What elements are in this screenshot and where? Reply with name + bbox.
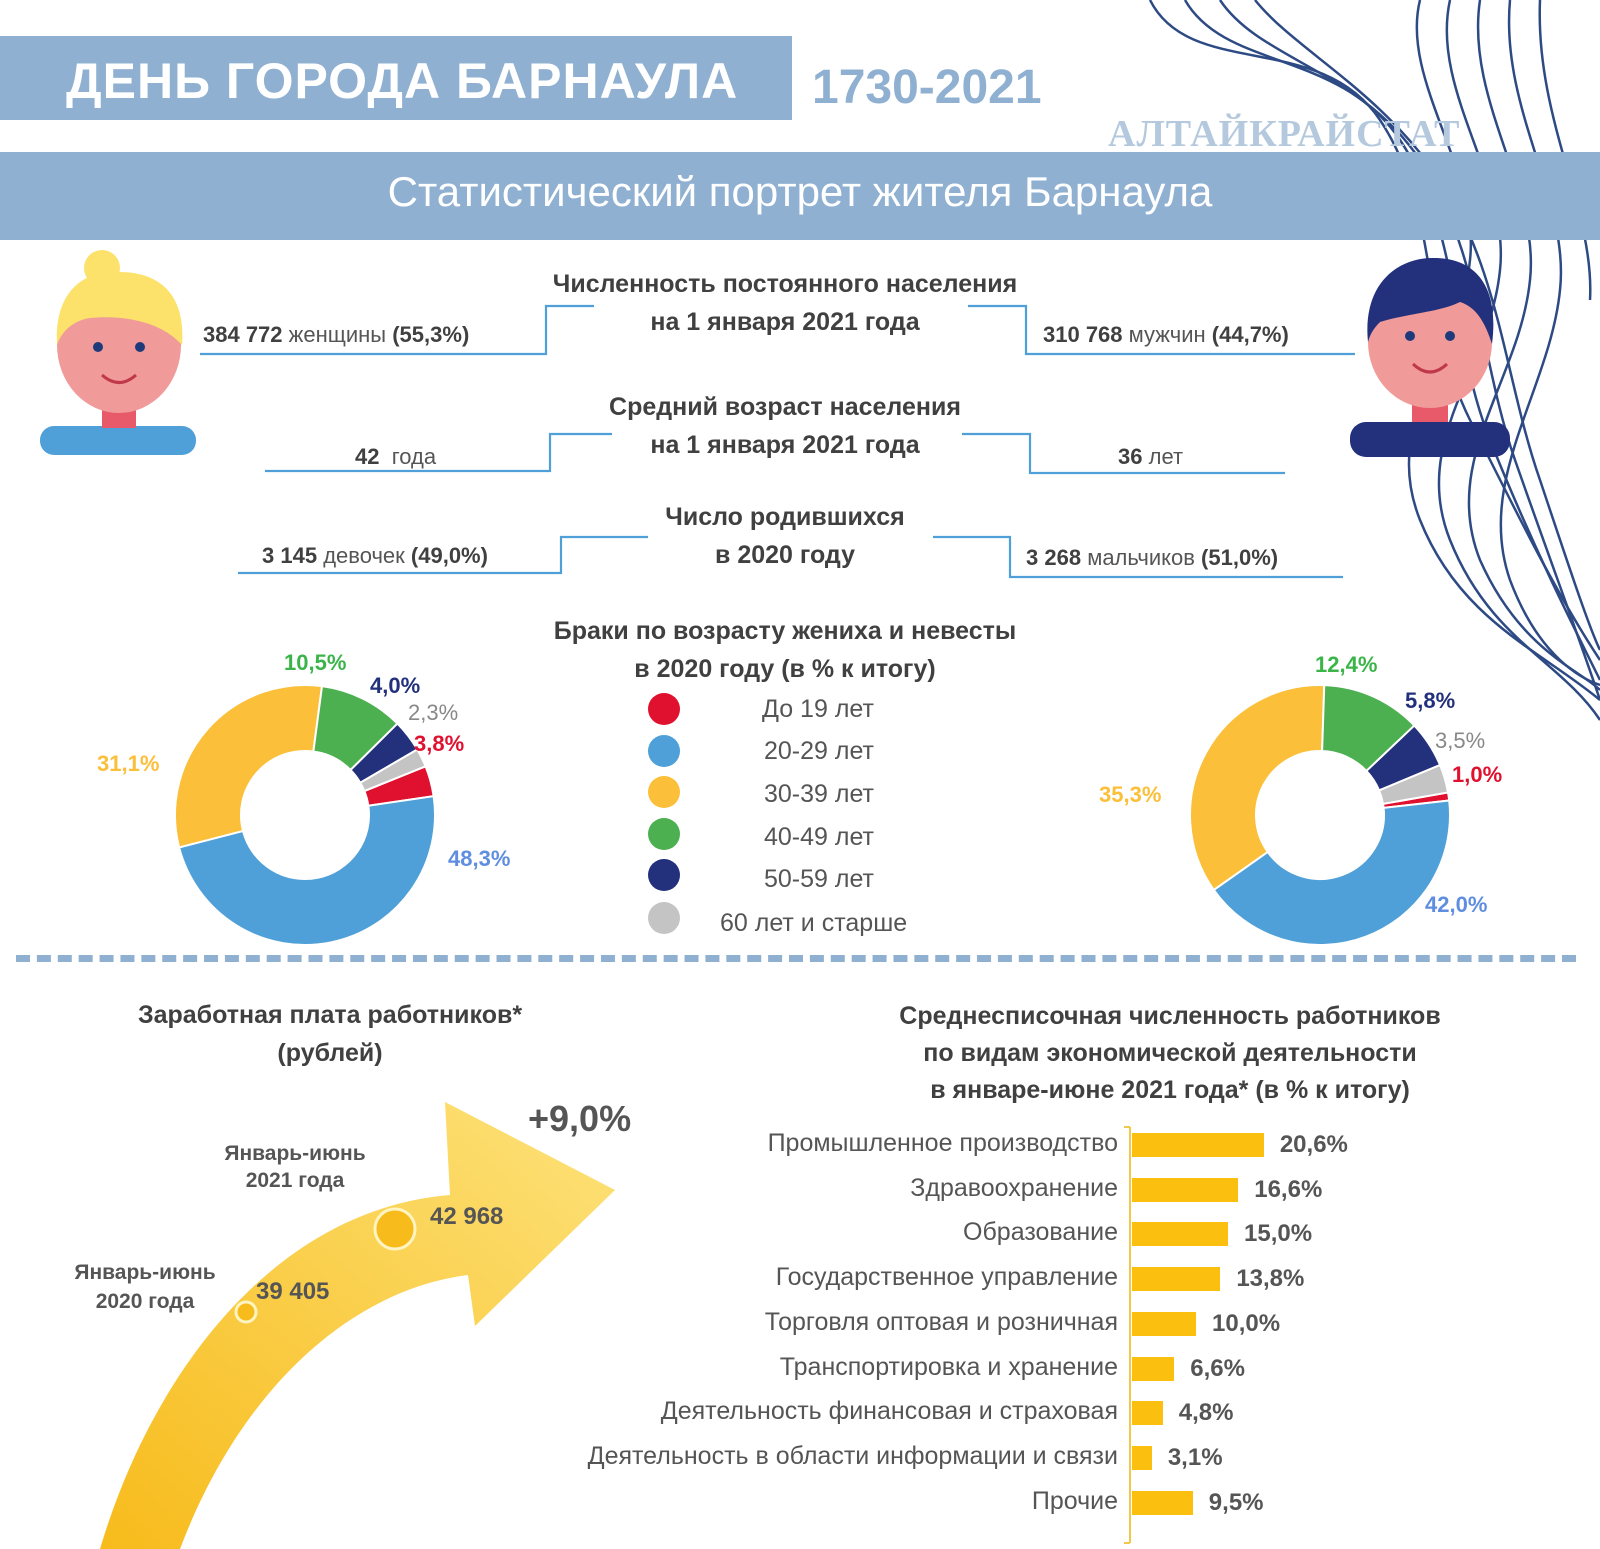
man-avatar-icon	[1350, 257, 1510, 457]
bar-category-label: Прочие	[1031, 1486, 1118, 1515]
connector-lines	[200, 304, 1355, 579]
title-banner	[0, 36, 792, 120]
bride-age-donut	[174, 684, 436, 946]
page-subtitle: Статистический портрет жителя Барнаула	[387, 168, 1213, 215]
legend-dot-under-19	[648, 693, 680, 725]
subtitle-banner	[0, 152, 1600, 240]
bride-label-40-49: 10,5%	[284, 650, 347, 675]
org-name: АЛТАЙКРАЙСТАТ	[1108, 113, 1461, 155]
bride-slice-2	[174, 684, 324, 849]
bar-value-label: 20,6%	[1279, 1131, 1348, 1158]
bride-label-under-19: 3,8%	[414, 731, 465, 756]
legend-dot-20-29	[648, 735, 680, 767]
bar-category-label: Транспортировка и хранение	[779, 1352, 1118, 1381]
bar-value-label: 6,6%	[1190, 1354, 1245, 1382]
women-population: 384 772 женщины (55,3%)	[203, 322, 470, 347]
bar	[1132, 1177, 1239, 1202]
bar-category-label: Деятельность финансовая и страховая	[660, 1397, 1118, 1426]
legend-dot-40-49	[648, 818, 680, 850]
bar	[1132, 1311, 1196, 1336]
wage-2021-label: Январь-июнь 2021 года	[224, 1142, 366, 1192]
groom-label-under-19: 1,0%	[1452, 762, 1503, 787]
bar-value-label: 10,0%	[1212, 1309, 1281, 1337]
wage-growth-value: +9,0%	[528, 1098, 632, 1139]
legend-dot-50-59	[648, 859, 680, 891]
wage-growth-arrow-icon	[100, 1102, 615, 1549]
bar	[1132, 1133, 1264, 1157]
bride-slice-5	[358, 748, 427, 793]
bar	[1132, 1222, 1228, 1247]
bar-value-label: 13,8%	[1236, 1265, 1305, 1293]
marriages-heading: Браки по возрасту жениха и невесты в 202…	[553, 617, 1017, 683]
bride-label-20-29: 48,3%	[448, 846, 511, 871]
bar	[1132, 1401, 1163, 1426]
boys-births: 3 268 мальчиков (51,0%)	[1026, 545, 1279, 570]
men-population: 310 768 мужчин (44,7%)	[1043, 322, 1289, 347]
wages-heading: Заработная плата работников* (рублей)	[137, 1001, 523, 1067]
legend-dot-60-plus	[648, 902, 680, 934]
bar-category-label: Торговля оптовая и розничная	[764, 1307, 1118, 1336]
legend-label-50-59: 50-59 лет	[764, 865, 874, 893]
groom-age-donut	[1189, 684, 1451, 946]
woman-avatar-icon	[40, 250, 196, 455]
section-divider	[16, 955, 1576, 962]
bar-category-label: Промышленное производство	[767, 1129, 1118, 1157]
bride-label-60-plus: 2,3%	[408, 700, 459, 725]
bar-value-label: 15,0%	[1244, 1220, 1313, 1248]
groom-label-60-plus: 3,5%	[1435, 728, 1486, 753]
bar	[1132, 1490, 1193, 1515]
bar-chart-axis	[1124, 1126, 1131, 1544]
groom-slice-2	[1189, 684, 1326, 892]
bar-category-label: Государственное управление	[775, 1263, 1118, 1292]
bar-value-label: 9,5%	[1208, 1488, 1264, 1516]
bride-slice-1	[177, 795, 436, 946]
bride-label-50-59: 4,0%	[370, 673, 421, 698]
bar	[1132, 1356, 1175, 1381]
legend-label-60-plus: 60 лет и старше	[720, 909, 908, 937]
bar-category-label: Деятельность в области информации и связ…	[587, 1441, 1118, 1470]
groom-slice-1	[1212, 799, 1451, 946]
groom-slice-5	[1377, 763, 1450, 806]
legend-label-20-29: 20-29 лет	[764, 737, 874, 765]
bar-value-label: 4,8%	[1178, 1399, 1234, 1427]
bar-category-label: Образование	[963, 1218, 1118, 1247]
legend-label-under-19: До 19 лет	[762, 695, 874, 723]
women-age: 42 года	[355, 444, 437, 469]
wage-2020-label: Январь-июнь 2020 года	[74, 1261, 216, 1313]
girls-births: 3 145 девочек (49,0%)	[262, 543, 488, 568]
wage-2021-value: 42 968	[430, 1203, 504, 1230]
legend-label-40-49: 40-49 лет	[764, 823, 874, 851]
bar	[1132, 1445, 1152, 1470]
bar-value-label: 3,1%	[1167, 1443, 1223, 1471]
age-heading: Средний возраст населения на 1 января 20…	[609, 393, 961, 459]
wage-2020-value: 39 405	[256, 1278, 330, 1305]
groom-label-30-39: 35,3%	[1099, 782, 1162, 807]
bar	[1132, 1267, 1221, 1292]
groom-label-40-49: 12,4%	[1315, 652, 1378, 677]
legend-label-30-39: 30-39 лет	[764, 780, 874, 808]
births-heading: Число родившихся в 2020 году	[665, 503, 905, 569]
groom-label-20-29: 42,0%	[1425, 892, 1488, 917]
bar-category-label: Здравоохранение	[910, 1173, 1118, 1202]
page-title: ДЕНЬ ГОРОДА БАРНАУЛА	[66, 53, 739, 109]
bar-value-label: 16,6%	[1254, 1175, 1323, 1203]
employment-heading: Среднесписочная численность работников п…	[899, 1002, 1441, 1104]
years-label: 1730-2021	[812, 61, 1042, 114]
men-age: 36 лет	[1118, 444, 1184, 469]
bride-label-30-39: 31,1%	[97, 751, 160, 776]
population-heading: Численность постоянного населения на 1 я…	[552, 270, 1018, 336]
groom-label-50-59: 5,8%	[1405, 688, 1456, 713]
legend-dot-30-39	[648, 776, 680, 808]
